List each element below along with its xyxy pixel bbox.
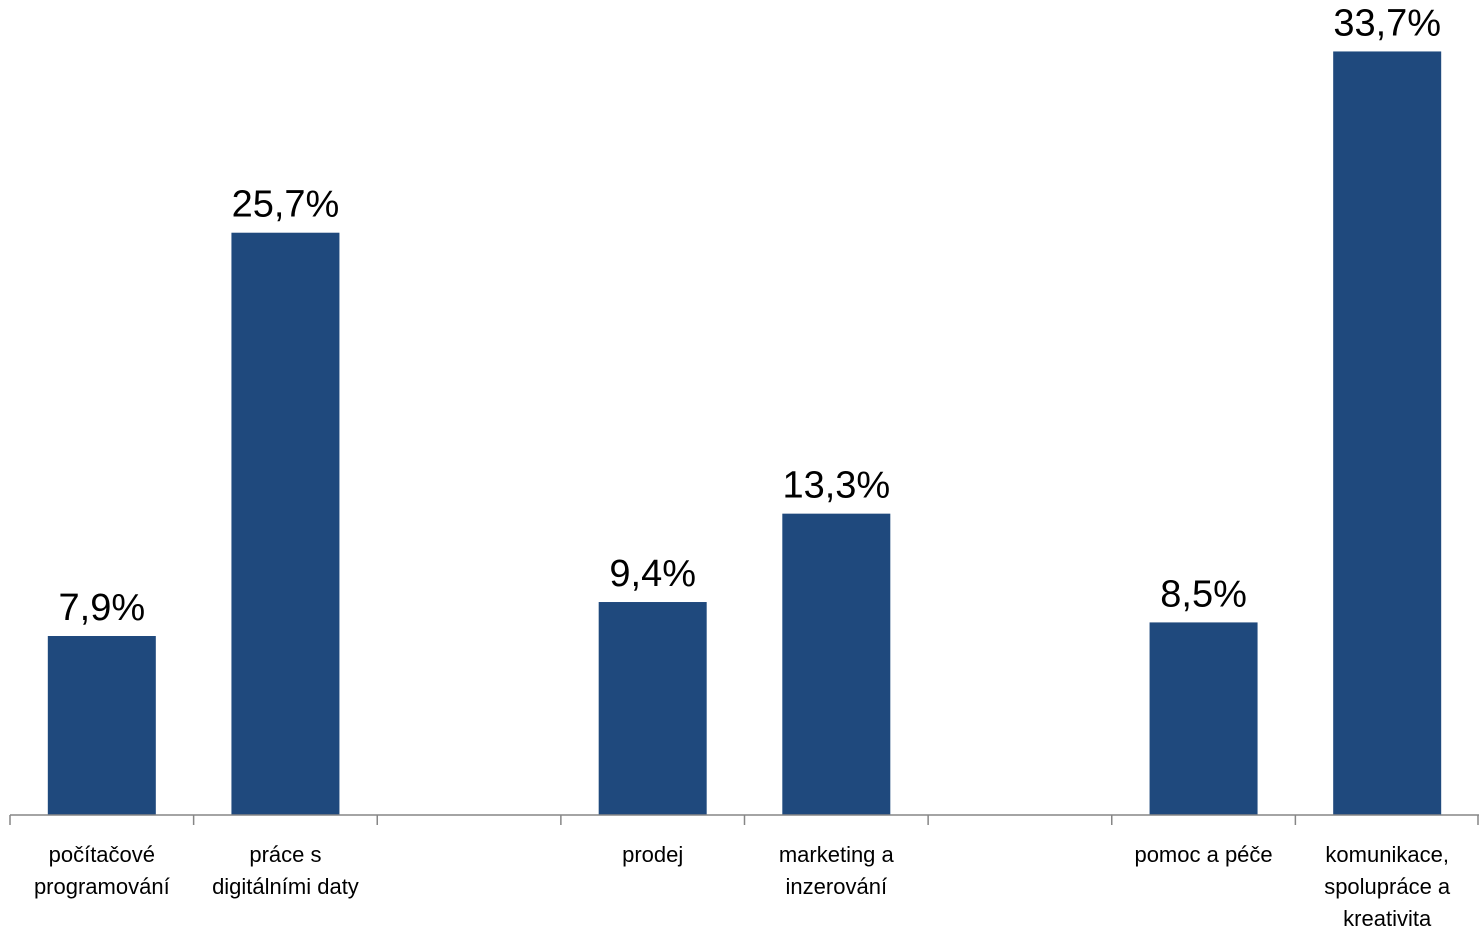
bar xyxy=(1149,622,1258,815)
bar xyxy=(231,232,340,815)
category-label: pomoc a péče xyxy=(1134,842,1272,867)
category-label: spolupráce a xyxy=(1324,874,1451,899)
bar xyxy=(47,636,156,815)
bar-value-label: 9,4% xyxy=(609,553,696,595)
category-label: programování xyxy=(34,874,170,899)
x-axis-ticks-group xyxy=(9,815,1479,825)
bars-group xyxy=(47,51,1442,815)
bar-value-label: 33,7% xyxy=(1333,2,1441,44)
category-label: digitálními daty xyxy=(212,874,359,899)
category-label: kreativita xyxy=(1343,906,1432,931)
bar-value-label: 13,3% xyxy=(782,465,890,507)
category-label: prodej xyxy=(622,842,683,867)
bar-value-label: 7,9% xyxy=(59,587,146,629)
category-label: komunikace, xyxy=(1325,842,1449,867)
bar xyxy=(1333,51,1442,815)
category-labels-group: počítačové programování práce s digitálními… xyxy=(34,842,1451,931)
bar-value-label: 25,7% xyxy=(232,184,340,226)
bar-value-label: 8,5% xyxy=(1160,573,1247,615)
category-label: počítačové xyxy=(49,842,155,867)
category-label: práce s xyxy=(249,842,321,867)
value-labels-group: 7,9% 25,7% 9,4% 13,3% 8,5% 33,7% xyxy=(59,2,1442,629)
bar xyxy=(782,513,891,815)
bar xyxy=(598,602,707,815)
category-label: marketing a xyxy=(779,842,895,867)
category-label: inzerování xyxy=(786,874,888,899)
